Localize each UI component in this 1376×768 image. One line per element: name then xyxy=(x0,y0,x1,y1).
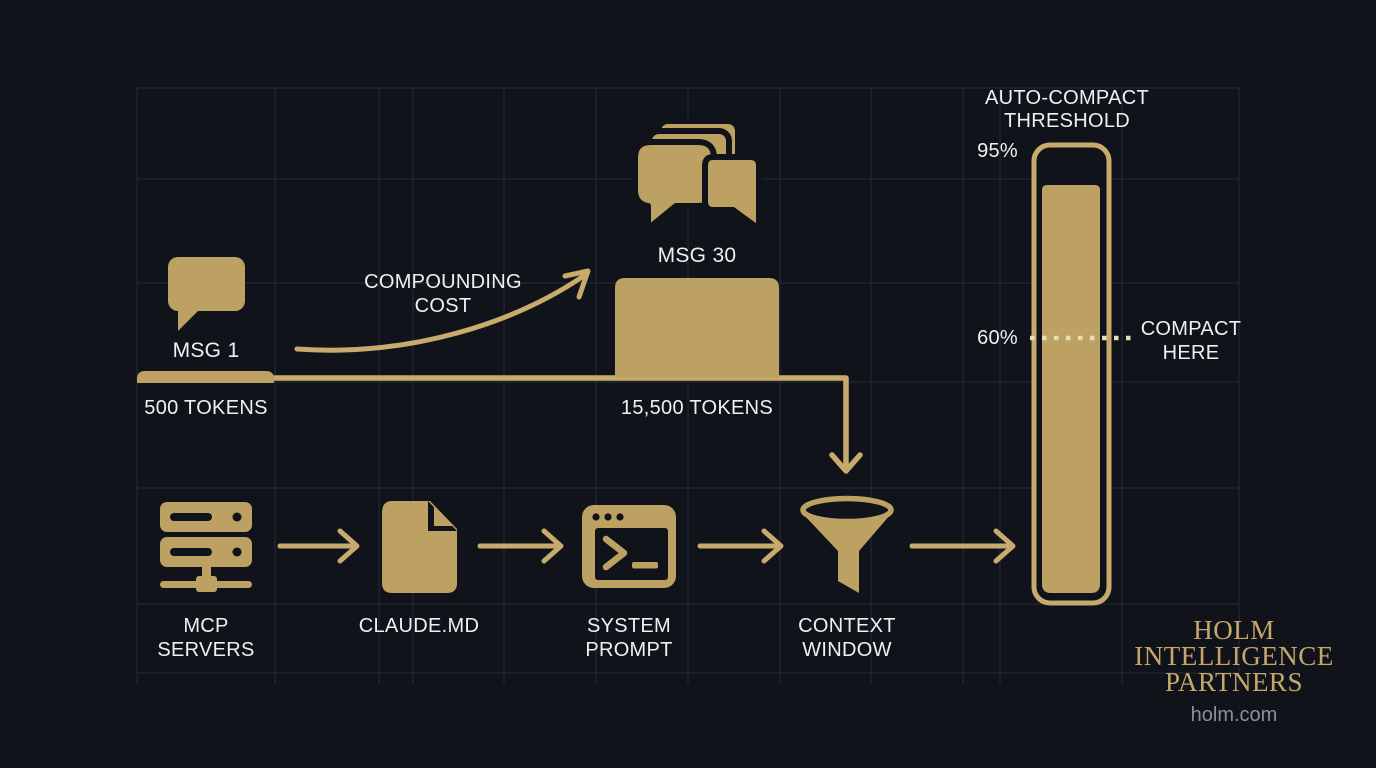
pipeline-label-context-window: CONTEXT WINDOW xyxy=(798,615,896,661)
flow-arrows xyxy=(277,528,1016,564)
compounding-cost-arrow xyxy=(294,268,591,353)
brand-wordmark: HOLM INTELLIGENCE PARTNERS xyxy=(1134,615,1334,697)
compact-here-label: COMPACT HERE xyxy=(1140,318,1242,364)
msg1-tokens-label: 500 TOKENS xyxy=(144,397,268,419)
stacked-speech-bubbles-icon xyxy=(632,118,762,232)
threshold-60-label: 60% xyxy=(977,327,1018,349)
compounding-cost-label: COMPOUNDING COST xyxy=(364,271,522,317)
funnel-icon xyxy=(800,495,894,593)
msg30-tokens-label: 15,500 TOKENS xyxy=(620,397,774,419)
document-icon xyxy=(382,501,457,593)
context-usage-gauge xyxy=(1030,142,1133,606)
msg1-token-bar xyxy=(137,371,274,383)
speech-bubble-icon xyxy=(168,257,245,331)
msg30-token-block xyxy=(615,278,779,378)
server-stack-icon xyxy=(160,502,252,592)
flow-arrow-4 xyxy=(909,528,1016,564)
terminal-window-icon xyxy=(582,505,676,588)
msg30-label: MSG 30 xyxy=(657,244,737,267)
flow-arrow-1 xyxy=(277,528,360,564)
brand-url: holm.com xyxy=(1190,704,1278,726)
msg1-label: MSG 1 xyxy=(172,339,240,362)
background-grid xyxy=(136,87,1240,684)
pipeline-label-claude-md: CLAUDE.MD xyxy=(358,615,480,637)
flow-arrow-2 xyxy=(477,528,564,564)
threshold-95-label: 95% xyxy=(977,140,1018,162)
gauge-fill xyxy=(1042,185,1100,593)
auto-compact-threshold-title: AUTO-COMPACT THRESHOLD xyxy=(985,87,1149,132)
flow-arrow-3 xyxy=(697,528,784,564)
tokens-connector-arrow xyxy=(271,375,863,474)
pipeline-label-mcp-servers: MCP SERVERS xyxy=(157,615,255,661)
pipeline-label-system-prompt: SYSTEM PROMPT xyxy=(585,615,673,661)
